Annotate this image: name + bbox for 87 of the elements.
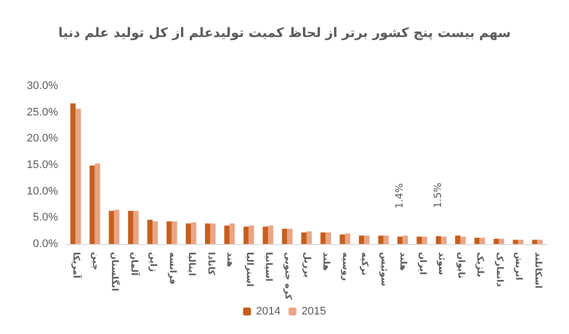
bar: [441, 236, 446, 244]
bar: [205, 223, 210, 244]
data-label: 1.5%: [433, 182, 444, 208]
bar: [108, 210, 114, 244]
bar: [364, 236, 370, 244]
x-tick-label: تایوان: [455, 252, 466, 279]
x-tick-label: ایران: [416, 252, 427, 275]
bar: [498, 238, 504, 244]
x-tick-label: بلژیک: [474, 252, 485, 278]
bar: [480, 238, 485, 244]
x-tick-label: آمریکا: [70, 252, 83, 280]
y-tick-label: 0.0%: [32, 238, 58, 250]
bar: [76, 108, 81, 244]
bar: [152, 221, 158, 244]
bar: [306, 231, 312, 244]
bar: [268, 226, 274, 244]
x-tick-label: فرانسه: [166, 252, 177, 285]
bar: [326, 232, 332, 244]
bar: [344, 233, 350, 244]
bar: [282, 228, 288, 244]
bar: [436, 236, 442, 244]
data-label: 1.4%: [394, 183, 406, 209]
bar: [230, 223, 235, 244]
bar: [128, 210, 134, 244]
bar: [114, 210, 120, 244]
x-tick-label: روسیه: [340, 252, 350, 281]
bar: [191, 222, 196, 244]
bar: [166, 221, 172, 244]
bar: [402, 236, 408, 244]
bar: [494, 238, 499, 244]
x-tick-label: اتریش: [513, 252, 524, 280]
x-tick-label: هلند: [320, 252, 331, 271]
x-tick-label: اسکاتلند: [532, 252, 542, 288]
bar: [147, 220, 153, 244]
bar: [248, 226, 254, 244]
legend-label: 2015: [302, 306, 326, 318]
bar: [512, 240, 518, 244]
x-tick-label: آلمان: [128, 252, 140, 276]
bar: [133, 210, 139, 244]
bar: [422, 236, 428, 244]
x-tick-label: استرالیا: [244, 252, 254, 287]
x-tick-label: دانمارک: [494, 252, 504, 288]
bar: [224, 226, 230, 244]
y-tick-label: 5.0%: [32, 212, 58, 224]
x-tick-label: برزیل: [302, 252, 312, 278]
x-tick-label: ایتالیا: [186, 252, 196, 276]
bar: [383, 236, 389, 244]
bar: [532, 240, 538, 244]
bar: [94, 163, 100, 244]
y-tick-label: 25.0%: [26, 106, 58, 118]
chart-title: سهم بیست پنج کشور برتر از لحاظ کمیت تولیدعلم از کل تولید علم دنیا: [58, 26, 511, 41]
bar: [460, 236, 466, 244]
bar: [378, 236, 384, 244]
x-tick-label: انگلستان: [109, 252, 122, 292]
x-tick-label: سوئد: [436, 252, 446, 276]
bar: [397, 236, 403, 244]
bar: [186, 223, 192, 244]
bar: [416, 236, 422, 244]
bar: [287, 228, 293, 244]
bar: [210, 223, 216, 244]
bar: [301, 232, 306, 244]
x-tick-label: کره جنوبی: [282, 252, 292, 300]
bar: [474, 238, 480, 244]
bar: [90, 166, 95, 244]
bar: [172, 221, 178, 244]
x-tick-label: ژاپن: [148, 252, 158, 272]
x-tick-label: هلند: [398, 252, 408, 271]
bar: [455, 236, 460, 244]
y-tick-label: 30.0%: [26, 80, 58, 92]
x-tick-label: چین: [90, 252, 100, 270]
y-tick-label: 15.0%: [26, 159, 58, 171]
bar: [358, 236, 364, 244]
x-tick-label: سوئیس: [378, 252, 388, 286]
y-tick-label: 20.0%: [26, 132, 58, 145]
legend-label: 2014: [256, 306, 281, 318]
x-tick-label: هند: [224, 252, 235, 268]
bar: [320, 232, 326, 244]
bar: [243, 226, 249, 244]
bar: [518, 240, 524, 244]
bar: [340, 234, 345, 244]
bar: [262, 226, 268, 244]
x-tick-label: اسپانیا: [263, 252, 274, 282]
bar: [70, 103, 76, 244]
x-tick-label: ترکیه: [359, 252, 370, 276]
bar: [537, 240, 543, 244]
y-tick-label: 10.0%: [26, 185, 58, 198]
x-tick-label: کانادا: [205, 252, 216, 276]
